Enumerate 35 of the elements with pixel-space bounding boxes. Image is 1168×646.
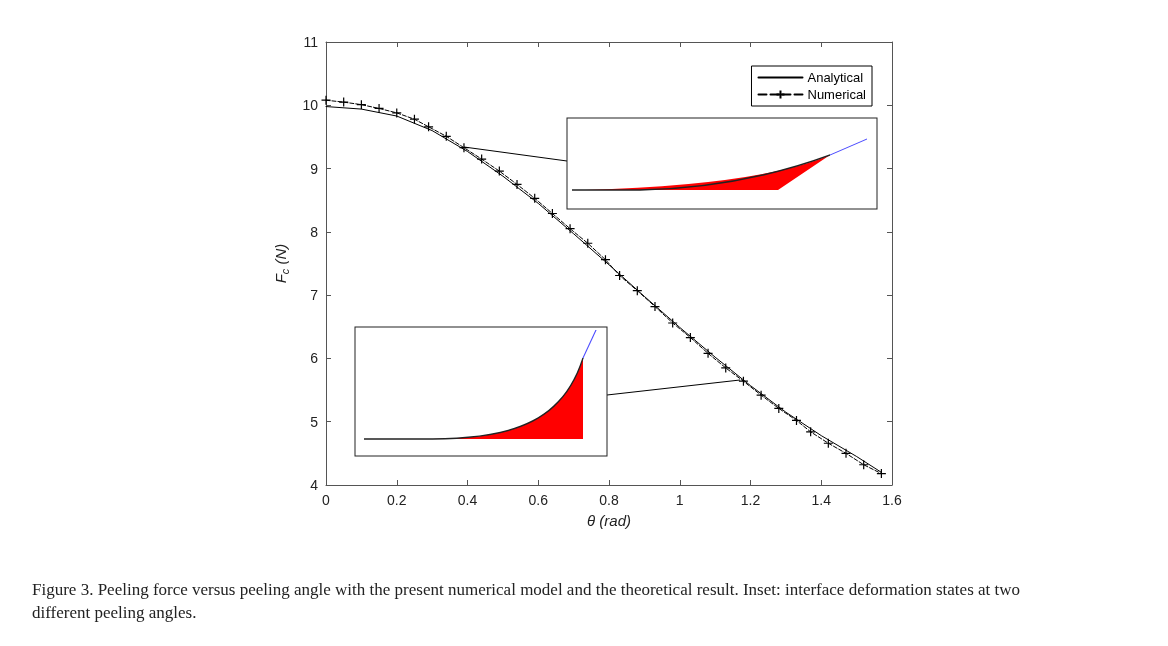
y-tick-label: 11 xyxy=(303,34,319,50)
y-tick-label: 7 xyxy=(310,287,319,304)
caption: Figure 3. Peeling force versus peeling angle with the present numerical model and the theoretical result. Inset: interface deformation states at two different peeling angles. xyxy=(32,579,1022,624)
x-tick-label: 0.6 xyxy=(528,492,549,508)
point xyxy=(564,223,576,234)
point xyxy=(667,317,678,329)
x-tick-label: 0.8 xyxy=(599,492,619,508)
legend-label: Analytical xyxy=(807,70,864,85)
y-tick-label: 10 xyxy=(302,97,319,114)
point xyxy=(840,448,852,459)
y-tick-label: 8 xyxy=(310,223,319,240)
x-axis-title: θ (rad) xyxy=(587,512,631,529)
point xyxy=(649,301,661,312)
x-tick-label: 1.4 xyxy=(811,492,832,508)
point xyxy=(338,97,349,108)
y-tick-label: 5 xyxy=(310,413,319,430)
y-tick-label: 6 xyxy=(310,350,319,367)
point xyxy=(702,348,714,359)
x-tick-label: 0.2 xyxy=(387,492,407,508)
legend-label: Numerical xyxy=(807,87,867,102)
x-tick-label: 1.2 xyxy=(740,492,761,508)
point xyxy=(720,362,731,374)
point xyxy=(476,153,487,165)
x-tick-label: 0.4 xyxy=(457,492,478,508)
x-tick-label: 1.6 xyxy=(882,492,902,508)
x-tick-label: 0 xyxy=(322,492,331,508)
point xyxy=(373,103,385,114)
x-tick-label: 1 xyxy=(675,492,684,508)
point xyxy=(511,179,523,190)
point xyxy=(494,166,505,177)
y-tick-label: 4 xyxy=(310,477,319,493)
point xyxy=(756,390,767,401)
point xyxy=(391,107,402,118)
y-tick-label: 9 xyxy=(310,160,319,177)
y-axis-title: Fc (N) xyxy=(272,243,291,284)
